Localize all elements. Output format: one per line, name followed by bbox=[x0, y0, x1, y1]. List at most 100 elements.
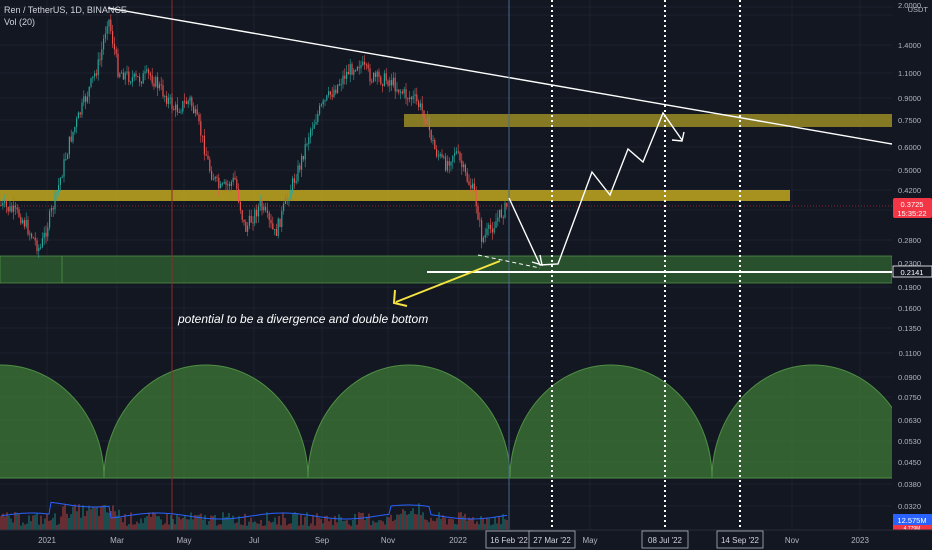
candle-body bbox=[160, 84, 162, 86]
volume-bar bbox=[200, 513, 202, 530]
candle-body bbox=[211, 171, 213, 180]
volume-bar bbox=[134, 524, 136, 530]
volume-bar bbox=[138, 523, 140, 530]
candle-body bbox=[185, 101, 187, 104]
candle-body bbox=[90, 78, 92, 87]
volume-bar bbox=[232, 515, 234, 530]
candle-body bbox=[85, 96, 87, 102]
candle-body bbox=[34, 237, 36, 241]
candle-body bbox=[482, 237, 484, 242]
candle-body bbox=[139, 76, 141, 82]
volume-bar bbox=[338, 514, 340, 530]
volume-bar bbox=[262, 525, 264, 530]
time-tick: Nov bbox=[381, 536, 395, 545]
candle-body bbox=[400, 91, 402, 93]
date-badge bbox=[641, 530, 689, 549]
candle-body bbox=[301, 155, 303, 170]
candle-body bbox=[306, 144, 308, 146]
candle-body bbox=[182, 101, 184, 112]
volume-bar bbox=[300, 514, 302, 530]
candle-body bbox=[252, 222, 254, 224]
candle-body bbox=[214, 176, 216, 180]
time-axis[interactable]: 2021 Mar May Jul Sep Nov 2022 May Nov 2023 16 Feb … bbox=[0, 529, 932, 550]
descending-trendline[interactable] bbox=[107, 7, 893, 145]
candle-body bbox=[335, 89, 337, 94]
time-tick: 2023 bbox=[851, 536, 869, 545]
volume-bar bbox=[280, 525, 282, 530]
volume-bar bbox=[206, 524, 208, 530]
candle-body bbox=[112, 31, 114, 44]
volume-bar bbox=[2, 513, 4, 530]
volume-bar bbox=[458, 512, 460, 530]
candle-body bbox=[202, 135, 204, 137]
volume-bar bbox=[416, 514, 418, 530]
volume-indicator-title[interactable]: Vol (20) bbox=[4, 17, 36, 27]
candle-body bbox=[191, 97, 193, 107]
volume-bar bbox=[84, 515, 86, 530]
projected-path[interactable] bbox=[508, 111, 683, 266]
volume-bar bbox=[370, 525, 372, 530]
zones bbox=[0, 114, 893, 284]
price-tick: 0.2800 bbox=[898, 236, 921, 245]
candle-body bbox=[216, 176, 218, 178]
volume-bar bbox=[396, 514, 398, 530]
time-tick: Mar bbox=[110, 536, 124, 545]
candle-body bbox=[427, 117, 429, 125]
volume-bar bbox=[324, 516, 326, 530]
volume-bar bbox=[290, 523, 292, 530]
candle-body bbox=[194, 109, 196, 114]
volume-bar bbox=[106, 512, 108, 530]
candle-body bbox=[299, 165, 301, 170]
volume-bar bbox=[432, 520, 434, 530]
volume-bar bbox=[216, 525, 218, 530]
volume-bar bbox=[58, 523, 60, 530]
candle-body bbox=[452, 155, 454, 162]
volume-ma-line bbox=[0, 501, 508, 520]
volume-bar bbox=[208, 521, 210, 530]
candle-body bbox=[322, 100, 324, 105]
volume-bar bbox=[404, 510, 406, 530]
candle-body bbox=[142, 73, 144, 84]
volume-bar bbox=[98, 516, 100, 530]
volume-bar bbox=[110, 510, 112, 530]
candle-body bbox=[391, 80, 393, 86]
candle-body bbox=[236, 179, 238, 189]
candle-body bbox=[128, 71, 130, 83]
price-tick: 0.1100 bbox=[899, 349, 921, 358]
volume-bar bbox=[470, 518, 472, 530]
candle-body bbox=[104, 33, 106, 39]
volume-value-current: 4.779M bbox=[904, 526, 921, 532]
candle-body bbox=[326, 95, 328, 101]
candle-body bbox=[317, 113, 319, 123]
candle-body bbox=[200, 121, 202, 136]
volume-bar bbox=[194, 514, 196, 530]
candle-body bbox=[92, 76, 94, 79]
candle-body bbox=[428, 117, 430, 130]
volume-bar bbox=[412, 508, 414, 530]
volume-bar bbox=[486, 517, 488, 530]
volume-bar bbox=[164, 523, 166, 530]
volume-bar bbox=[190, 512, 192, 530]
candle-body bbox=[464, 164, 466, 173]
volume-bar bbox=[92, 507, 94, 530]
candle-body bbox=[169, 97, 171, 99]
volume-bar bbox=[302, 524, 304, 530]
time-tick: May bbox=[582, 536, 597, 545]
candle-body bbox=[374, 72, 376, 77]
candle-body bbox=[468, 181, 470, 186]
candle-body bbox=[7, 206, 9, 212]
symbol-title[interactable]: Ren / TetherUS, 1D, BINANCE bbox=[4, 5, 127, 15]
volume-bar bbox=[102, 505, 104, 530]
candle-body bbox=[40, 247, 42, 249]
annotation-arrow[interactable] bbox=[395, 260, 501, 303]
candle-body bbox=[423, 110, 425, 120]
volume-bar bbox=[140, 518, 142, 530]
cycle-arcs bbox=[0, 364, 915, 479]
time-tick: May bbox=[176, 536, 191, 545]
volume-bar bbox=[322, 523, 324, 530]
candle-body bbox=[241, 210, 243, 220]
candle-body bbox=[18, 209, 20, 217]
volume-bar bbox=[332, 525, 334, 530]
